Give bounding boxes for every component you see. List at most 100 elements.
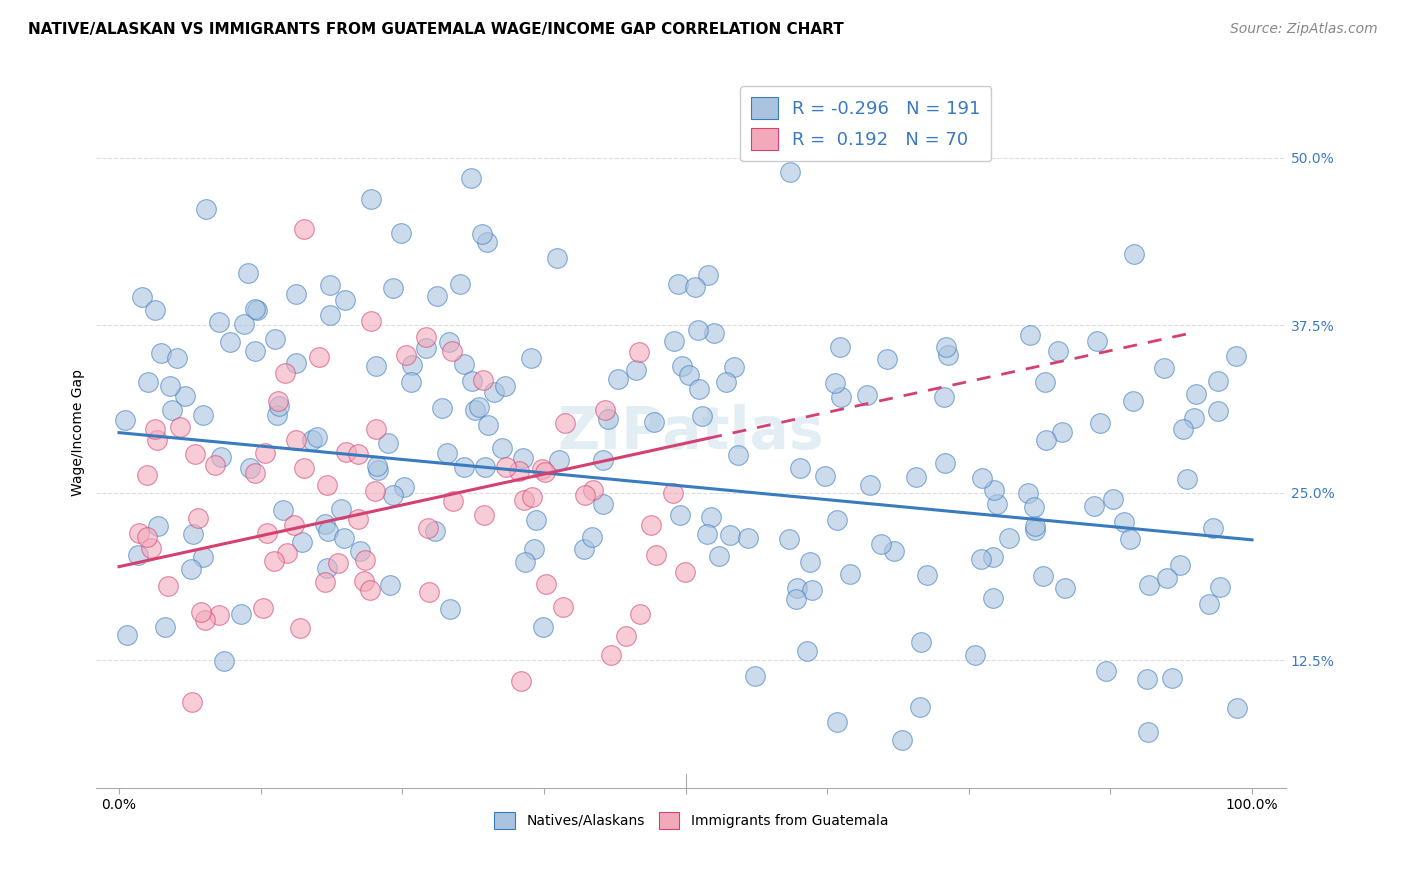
Point <box>627 345 650 359</box>
Point <box>401 358 423 372</box>
Point <box>1123 247 1146 261</box>
Point <box>284 356 307 370</box>
Point <box>981 591 1004 605</box>
Point <box>366 459 388 474</box>
Point <box>510 673 533 688</box>
Point <box>430 401 453 416</box>
Point <box>169 420 191 434</box>
Point <box>830 390 852 404</box>
Point <box>330 501 353 516</box>
Point <box>437 335 460 350</box>
Point <box>449 277 471 292</box>
Point <box>155 620 177 634</box>
Point <box>267 399 290 413</box>
Point <box>1090 416 1112 430</box>
Point <box>915 567 938 582</box>
Point <box>418 585 440 599</box>
Point <box>472 508 495 522</box>
Point <box>1173 422 1195 436</box>
Point <box>593 403 616 417</box>
Point <box>349 544 371 558</box>
Point <box>415 329 437 343</box>
Point <box>688 382 710 396</box>
Point <box>582 483 605 498</box>
Point <box>624 362 647 376</box>
Point <box>606 372 628 386</box>
Point <box>1156 571 1178 585</box>
Point <box>910 634 932 648</box>
Point <box>908 700 931 714</box>
Point <box>662 334 685 348</box>
Point <box>193 550 215 565</box>
Point <box>276 545 298 559</box>
Point <box>1046 343 1069 358</box>
Point <box>460 170 482 185</box>
Point <box>592 497 614 511</box>
Point <box>932 390 955 404</box>
Point <box>292 222 315 236</box>
Point <box>382 488 405 502</box>
Point <box>360 314 382 328</box>
Point <box>326 556 349 570</box>
Point <box>796 644 818 658</box>
Point <box>1024 518 1046 533</box>
Point <box>263 553 285 567</box>
Point <box>128 526 150 541</box>
Point <box>461 374 484 388</box>
Point <box>208 315 231 329</box>
Point <box>382 281 405 295</box>
Point <box>291 535 314 549</box>
Point <box>136 468 159 483</box>
Point <box>204 458 226 473</box>
Point <box>482 385 505 400</box>
Point <box>364 359 387 373</box>
Point <box>115 627 138 641</box>
Point <box>983 483 1005 498</box>
Point <box>184 447 207 461</box>
Point <box>1035 434 1057 448</box>
Point <box>1206 404 1229 418</box>
Point <box>173 389 195 403</box>
Point <box>548 452 571 467</box>
Point <box>934 456 956 470</box>
Point <box>360 192 382 206</box>
Point <box>364 484 387 499</box>
Point <box>391 226 413 240</box>
Point <box>970 471 993 485</box>
Point <box>839 567 862 582</box>
Point <box>523 541 546 556</box>
Point <box>599 648 621 662</box>
Point <box>744 669 766 683</box>
Point <box>464 403 486 417</box>
Point <box>335 445 357 459</box>
Point <box>981 549 1004 564</box>
Point <box>890 733 912 747</box>
Point <box>508 464 530 478</box>
Point <box>938 348 960 362</box>
Point <box>779 165 801 179</box>
Point <box>149 345 172 359</box>
Point <box>855 388 877 402</box>
Point <box>1137 724 1160 739</box>
Point <box>513 492 536 507</box>
Point <box>441 493 464 508</box>
Point <box>380 578 402 592</box>
Point <box>1102 491 1125 506</box>
Point <box>318 524 340 538</box>
Point <box>671 359 693 373</box>
Point <box>354 553 377 567</box>
Point <box>347 511 370 525</box>
Point <box>253 446 276 460</box>
Point <box>786 581 808 595</box>
Point <box>146 519 169 533</box>
Point <box>239 461 262 475</box>
Point <box>263 332 285 346</box>
Point <box>335 293 357 307</box>
Point <box>1175 473 1198 487</box>
Point <box>416 521 439 535</box>
Point <box>315 561 337 575</box>
Point <box>218 334 240 349</box>
Point <box>727 448 749 462</box>
Point <box>314 516 336 531</box>
Y-axis label: Wage/Income Gap: Wage/Income Gap <box>72 369 86 496</box>
